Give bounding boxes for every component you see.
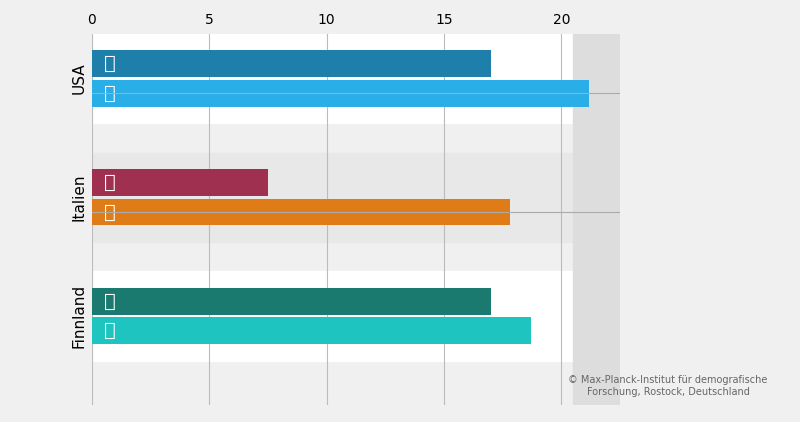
Bar: [92, 317, 531, 344]
Text: ⛹️: ⛹️: [104, 54, 115, 73]
Bar: [92, 199, 510, 225]
Text: ⛹️: ⛹️: [104, 292, 115, 311]
Bar: [92, 50, 491, 77]
Text: ⛹️: ⛹️: [104, 321, 115, 341]
Bar: [92, 80, 590, 106]
Bar: [92, 153, 620, 242]
Bar: [92, 169, 268, 196]
Text: ⛹️: ⛹️: [104, 173, 115, 192]
Text: ⛹️: ⛹️: [104, 84, 115, 103]
Text: ⛹️: ⛹️: [104, 203, 115, 222]
Text: © Max-Planck-Institut für demografische
Forschung, Rostock, Deutschland: © Max-Planck-Institut für demografische …: [568, 375, 768, 397]
Bar: [92, 288, 491, 314]
Bar: [92, 34, 620, 123]
Bar: [573, 34, 620, 405]
Bar: [92, 271, 620, 360]
